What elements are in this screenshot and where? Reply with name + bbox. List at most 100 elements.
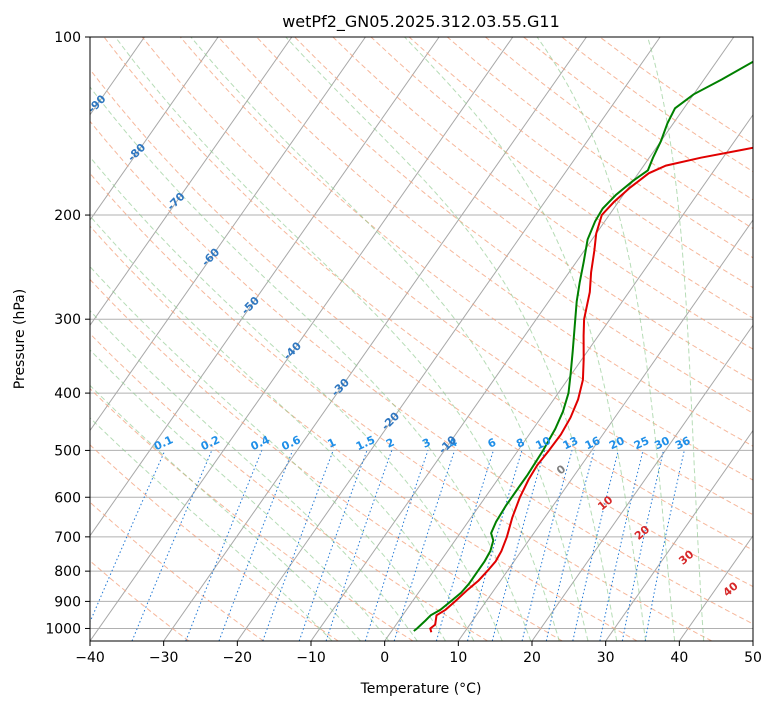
moist-adiabat: [90, 349, 390, 641]
dry-adiabat: [90, 388, 414, 641]
mixing-ratio-line: [364, 450, 429, 641]
moist-adiabat: [285, 37, 618, 641]
x-tick-label: 0: [380, 650, 389, 666]
isotherm-line: [90, 37, 366, 432]
mixing-ratio-line: [521, 450, 573, 641]
dry-adiabat: [90, 501, 264, 641]
y-tick-label: 300: [54, 312, 81, 328]
dry-adiabat: [179, 37, 753, 481]
y-tick-label: 600: [54, 490, 81, 506]
chart-title: wetPf2_GN05.2025.312.03.55.G11: [282, 12, 560, 32]
isotherm-line: [531, 324, 753, 641]
mixing-ratio-line: [90, 450, 166, 624]
mixing-ratio-line: [491, 450, 546, 641]
dewpoint-profile: [413, 60, 753, 632]
dry-adiabat: [103, 37, 753, 551]
moist-adiabat: [90, 215, 475, 641]
dry-adiabat: [523, 37, 753, 201]
x-axis: −40 −30 −20 −10 0 10 20 30 40 50: [75, 641, 762, 666]
y-tick-label: 900: [54, 594, 81, 610]
isotherm-line: [163, 37, 587, 641]
dry-adiabat: [256, 37, 753, 414]
mixing-ratio-line: [644, 450, 685, 641]
moist-adiabat: [90, 309, 418, 641]
y-tick-label: 1000: [45, 621, 81, 637]
dry-adiabat: [90, 278, 563, 641]
isotherm-line: [384, 113, 753, 641]
x-tick-label: 10: [449, 650, 467, 666]
dry-adiabat: [332, 37, 753, 350]
mixing-ratio-label: 3: [420, 436, 432, 451]
moist-adiabat: [536, 37, 676, 641]
dry-adiabat: [370, 37, 753, 319]
y-axis-label: Pressure (hPa): [12, 289, 28, 389]
x-tick-label: −10: [296, 650, 326, 666]
y-axis: 100 200 300 400 500 600 700 800 900 1000: [45, 30, 90, 637]
mixing-ratio-line: [298, 450, 368, 641]
y-tick-label: 800: [54, 564, 81, 580]
dry-adiabat: [90, 120, 753, 625]
moist-adiabat: [90, 417, 333, 641]
moist-adiabat-label: 10: [595, 493, 615, 513]
isotherm-line: [605, 429, 753, 641]
mixing-ratio-line: [262, 450, 334, 641]
isotherm-line: [90, 37, 514, 641]
moist-adiabat: [404, 37, 647, 641]
isotherm-label: -70: [164, 190, 187, 213]
mixing-ratio-line: [621, 450, 664, 641]
isotherm-label: -40: [281, 339, 304, 362]
dry-adiabat: [141, 37, 753, 516]
mixing-ratio-line: [467, 450, 523, 641]
mixing-ratio-line: [599, 450, 644, 641]
moist-adiabat-label: 40: [721, 579, 741, 599]
mixing-ratio-label: 36: [673, 434, 693, 452]
isotherm-label: -80: [125, 141, 148, 164]
moist-adiabat-label: 20: [632, 523, 652, 543]
isotherm-line: [457, 219, 753, 641]
dry-adiabat: [485, 37, 753, 230]
dry-adiabat: [90, 68, 753, 588]
x-tick-label: 20: [523, 650, 541, 666]
moist-adiabat-label: 30: [676, 547, 696, 567]
dry-adiabat: [90, 332, 488, 641]
x-axis-label: Temperature (°C): [360, 681, 482, 697]
isotherm-line: [236, 37, 661, 641]
y-tick-label: 500: [54, 443, 81, 459]
moist-adiabat: [647, 37, 705, 641]
dry-adiabat: [446, 37, 753, 259]
isotherm-line: [90, 37, 440, 537]
plot-frame: [89, 36, 754, 642]
dry-adiabat: [218, 37, 753, 447]
mixing-ratio-label: 1: [326, 436, 338, 451]
dry-adiabat: [90, 560, 190, 641]
mixing-ratio-label: 25: [632, 434, 651, 452]
mixing-ratio-line: [572, 450, 619, 641]
y-tick-label: 100: [54, 30, 81, 46]
mixing-ratio-label: 16: [583, 434, 603, 452]
temperature-profile: [429, 146, 753, 633]
y-tick-label: 700: [54, 530, 81, 546]
moist-adiabat: [90, 156, 503, 641]
mixing-ratio-label: 20: [607, 434, 627, 452]
isotherm-line: [752, 640, 753, 641]
mixing-ratio-label: 13: [561, 434, 580, 452]
x-tick-label: −30: [149, 650, 179, 666]
mixing-ratio-line: [218, 450, 294, 641]
x-tick-label: −20: [223, 650, 253, 666]
moist-adiabat: [90, 384, 361, 641]
y-tick-label: 400: [54, 386, 81, 402]
mixing-ratio-line: [545, 450, 595, 641]
isotherm-label: -30: [329, 376, 352, 399]
dry-adiabat: [90, 444, 339, 641]
isotherm-line: [90, 37, 219, 221]
isotherm-label: -100: [39, 47, 68, 76]
mixing-ratio-line: [325, 450, 393, 641]
isotherm-label: -20: [379, 409, 402, 432]
moist-adiabat: [114, 37, 560, 641]
x-tick-label: 40: [670, 650, 688, 666]
mixing-ratio-label: 6: [486, 436, 499, 451]
isotherm-label: -50: [239, 294, 262, 317]
dry-adiabat: [90, 172, 712, 641]
isotherm-label: -60: [199, 245, 222, 268]
